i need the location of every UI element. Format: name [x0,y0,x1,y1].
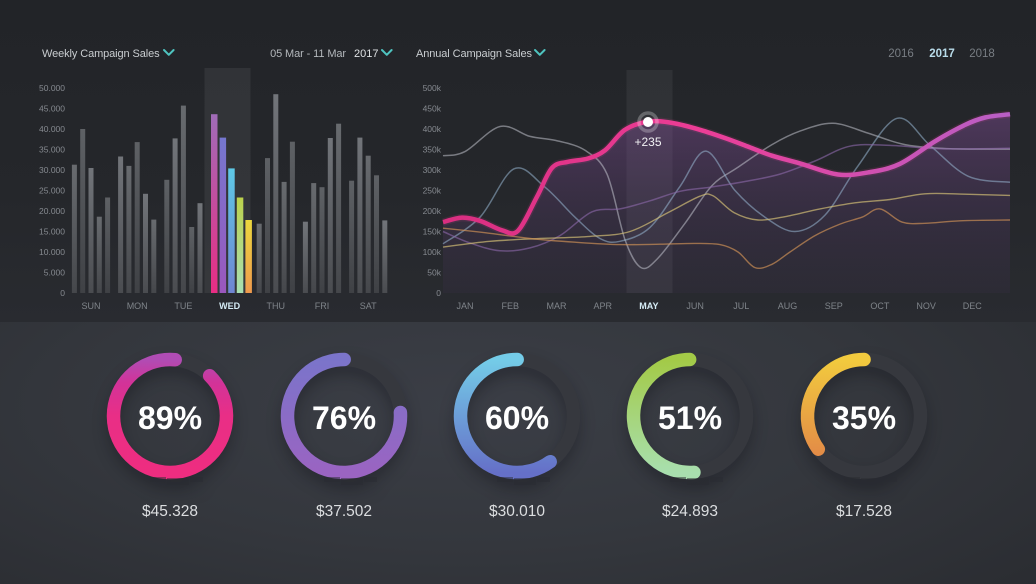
svg-text:45.000: 45.000 [39,104,65,114]
svg-text:THU: THU [267,301,286,311]
svg-text:5.000: 5.000 [44,268,66,278]
svg-text:15.000: 15.000 [39,227,65,237]
svg-text:AUG: AUG [778,301,798,311]
svg-text:0: 0 [60,288,65,298]
svg-text:JUL: JUL [733,301,749,311]
svg-text:DEC: DEC [963,301,983,311]
svg-text:NOV: NOV [916,301,936,311]
svg-text:250k: 250k [423,186,442,196]
svg-text:+235: +235 [634,135,661,149]
svg-text:OCT: OCT [870,301,890,311]
svg-text:FRI: FRI [315,301,330,311]
svg-text:APR: APR [593,301,612,311]
svg-text:150k: 150k [423,227,442,237]
svg-text:2016: 2016 [888,48,914,60]
svg-text:JUN: JUN [686,301,704,311]
svg-text:0: 0 [436,288,441,298]
svg-text:40.000: 40.000 [39,124,65,134]
svg-text:350k: 350k [423,145,442,155]
svg-text:50k: 50k [427,268,441,278]
svg-text:SAT: SAT [360,301,377,311]
svg-text:MAR: MAR [547,301,568,311]
svg-text:JAN: JAN [456,301,473,311]
svg-text:TUE: TUE [174,301,192,311]
svg-text:20.000: 20.000 [39,206,65,216]
svg-text:100k: 100k [423,247,442,257]
svg-text:2017: 2017 [929,48,955,60]
svg-text:450k: 450k [423,104,442,114]
svg-text:2018: 2018 [969,48,995,60]
svg-text:SUN: SUN [81,301,100,311]
svg-text:10.000: 10.000 [39,247,65,257]
svg-text:Weekly Campaign Sales: Weekly Campaign Sales [42,48,160,60]
svg-text:05 Mar - 11 Mar: 05 Mar - 11 Mar [270,48,346,60]
svg-text:25.000: 25.000 [39,186,65,196]
svg-text:MAY: MAY [639,301,658,311]
svg-text:Annual Campaign Sales: Annual Campaign Sales [416,48,533,60]
svg-text:500k: 500k [423,83,442,93]
svg-text:SEP: SEP [825,301,843,311]
svg-text:300k: 300k [423,165,442,175]
svg-text:2017: 2017 [354,48,378,60]
svg-text:50.000: 50.000 [39,83,65,93]
svg-text:FEB: FEB [502,301,520,311]
svg-text:WED: WED [219,301,240,311]
svg-text:200k: 200k [423,206,442,216]
svg-text:MON: MON [127,301,148,311]
svg-text:30.000: 30.000 [39,165,65,175]
svg-text:400k: 400k [423,124,442,134]
svg-text:35.000: 35.000 [39,145,65,155]
